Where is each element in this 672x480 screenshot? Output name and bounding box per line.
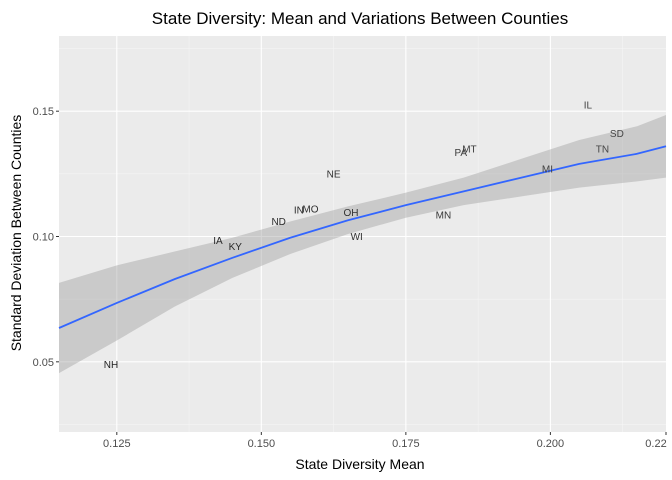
state-label-in: IN — [294, 206, 304, 217]
smooth-line — [58, 145, 667, 329]
x-tick-label: 0.150 — [248, 438, 276, 450]
state-label-oh: OH — [343, 208, 358, 219]
state-label-il: IL — [584, 100, 593, 111]
state-label-pa: PA — [454, 148, 467, 159]
state-label-mn: MN — [436, 211, 452, 222]
state-label-sd: SD — [610, 129, 624, 140]
state-label-ne: NE — [327, 169, 341, 180]
plot-panel — [59, 36, 666, 432]
x-tick-label: 0.200 — [537, 438, 565, 450]
x-tick-label: 0.22 — [645, 438, 666, 450]
x-tick-label: 0.125 — [103, 438, 131, 450]
state-label-tn: TN — [596, 144, 609, 155]
y-tick-label: 0.10 — [33, 232, 54, 244]
y-tick-label: 0.05 — [33, 357, 54, 369]
chart-title: State Diversity: Mean and Variations Bet… — [152, 9, 568, 28]
smooth-line-layer — [58, 145, 667, 329]
grid-lines — [59, 36, 666, 432]
state-label-mt: MT — [462, 144, 476, 155]
state-label-ky: KY — [229, 242, 243, 253]
x-tick-label: 0.175 — [392, 438, 420, 450]
y-tick-label: 0.15 — [33, 106, 54, 118]
y-axis-title: Standard Deviation Between Counties — [8, 115, 24, 352]
state-label-wi: WI — [351, 232, 363, 243]
state-label-mo: MO — [302, 204, 318, 215]
x-axis-title: State Diversity Mean — [295, 456, 424, 472]
state-label-mi: MI — [542, 164, 553, 175]
state-label-nh: NH — [104, 360, 118, 371]
state-label-nd: ND — [271, 217, 285, 228]
axis-ticks: 0.125 0.150 0.175 0.200 0.22 0.05 0.10 0.15 — [33, 106, 667, 450]
state-label-ia: IA — [213, 236, 223, 247]
